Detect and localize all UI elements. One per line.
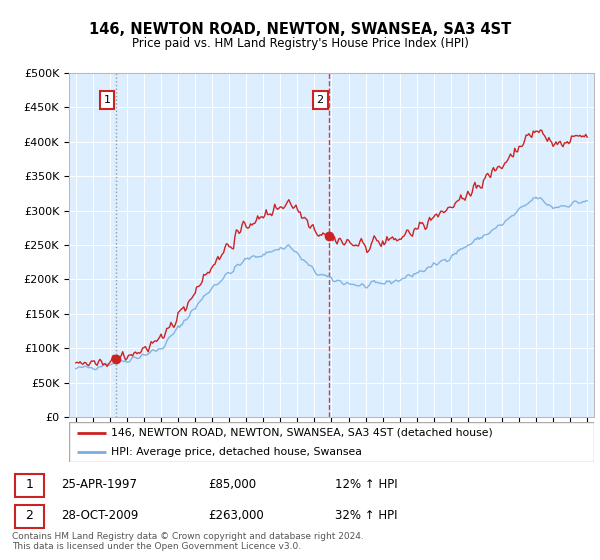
- Text: 28-OCT-2009: 28-OCT-2009: [61, 509, 139, 522]
- Text: HPI: Average price, detached house, Swansea: HPI: Average price, detached house, Swan…: [111, 447, 362, 457]
- Text: 1: 1: [104, 95, 110, 105]
- FancyBboxPatch shape: [15, 505, 44, 528]
- Text: 1: 1: [25, 478, 33, 491]
- Text: 146, NEWTON ROAD, NEWTON, SWANSEA, SA3 4ST: 146, NEWTON ROAD, NEWTON, SWANSEA, SA3 4…: [89, 22, 511, 36]
- Text: £85,000: £85,000: [208, 478, 256, 491]
- Text: 32% ↑ HPI: 32% ↑ HPI: [335, 509, 397, 522]
- FancyBboxPatch shape: [69, 422, 594, 462]
- FancyBboxPatch shape: [15, 474, 44, 497]
- Text: 12% ↑ HPI: 12% ↑ HPI: [335, 478, 397, 491]
- Text: £263,000: £263,000: [208, 509, 263, 522]
- Text: 146, NEWTON ROAD, NEWTON, SWANSEA, SA3 4ST (detached house): 146, NEWTON ROAD, NEWTON, SWANSEA, SA3 4…: [111, 428, 493, 437]
- Text: Price paid vs. HM Land Registry's House Price Index (HPI): Price paid vs. HM Land Registry's House …: [131, 37, 469, 50]
- Text: 25-APR-1997: 25-APR-1997: [61, 478, 137, 491]
- Text: Contains HM Land Registry data © Crown copyright and database right 2024.
This d: Contains HM Land Registry data © Crown c…: [12, 532, 364, 552]
- Text: 2: 2: [25, 509, 33, 522]
- Text: 2: 2: [317, 95, 323, 105]
